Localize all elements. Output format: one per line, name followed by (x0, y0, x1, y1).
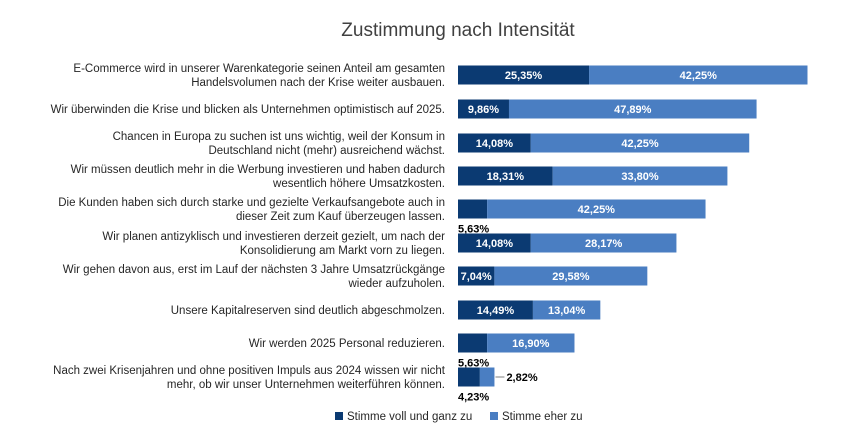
category-label-4-line-2: wesentlich höhere Umsatzkosten. (272, 178, 445, 190)
data-label-series-1-row-4: 18,31% (487, 171, 525, 183)
legend-swatch-2 (490, 412, 498, 420)
bar-series-1-row-8 (458, 300, 533, 320)
data-label-series-1-row-5: 5,63% (458, 224, 489, 236)
bar-series-2-row-9 (487, 333, 575, 353)
bar-series-1-row-10 (458, 367, 480, 387)
data-label-series-1-row-6: 14,08% (476, 238, 514, 250)
data-label-series-2-row-2: 47,89% (614, 104, 652, 116)
legend: Stimme voll und ganz zu Stimme eher zu (335, 411, 583, 423)
bar-series-1-row-1 (458, 65, 590, 85)
data-label-series-1-row-3: 14,08% (476, 138, 514, 150)
bar-series-2-row-3 (530, 133, 750, 153)
data-label-series-1-row-7: 7,04% (461, 271, 492, 283)
bar-series-1-row-5 (458, 199, 488, 219)
bar-series-1-row-2 (458, 99, 509, 119)
category-label-6-line-2: Konsolidierung am Markt vorn zu liegen. (240, 245, 445, 257)
bar-series-2-row-2 (508, 99, 757, 119)
category-label-2-line-1: Wir überwinden die Krise und blicken als… (51, 104, 445, 116)
legend-label-1: Stimme voll und ganz zu (347, 411, 472, 423)
category-labels: E-Commerce wird in unserer Warenkategori… (51, 63, 446, 391)
legend-label-2: Stimme eher zu (502, 411, 583, 423)
category-label-3-line-1: Chancen in Europa zu suchen ist uns wich… (113, 131, 445, 143)
category-label-8-line-1: Unsere Kapitalreserven sind deutlich abg… (171, 305, 445, 317)
data-label-series-1-row-8: 14,49% (477, 305, 515, 317)
category-label-1-line-1: E-Commerce wird in unserer Warenkategori… (73, 63, 445, 75)
data-label-series-2-row-9: 16,90% (512, 338, 550, 350)
bar-series-1-row-7 (458, 266, 495, 286)
category-label-5-line-1: Die Kunden haben sich durch starke und g… (58, 197, 445, 209)
bar-series-1-row-4 (458, 166, 553, 186)
bar-series-1-row-9 (458, 333, 488, 353)
data-label-series-2-row-8: 13,04% (548, 305, 586, 317)
data-label-series-2-row-4: 33,80% (621, 171, 659, 183)
category-label-7-line-2: wieder aufzuholen. (347, 278, 445, 290)
category-label-10-line-2: mehr, ob wir unser Unternehmen weiterfüh… (167, 379, 445, 391)
data-label-series-2-row-3: 42,25% (621, 138, 659, 150)
data-label-series-2-row-6: 28,17% (585, 238, 623, 250)
bar-series-2-row-6 (530, 233, 677, 253)
bar-series-1-row-3 (458, 133, 531, 153)
bar-series-2-row-7 (494, 266, 648, 286)
category-label-5-line-2: dieser Zeit zum Kauf überzeugen lassen. (236, 211, 445, 223)
category-label-10-line-1: Nach zwei Krisenjahren und ohne positive… (53, 365, 446, 377)
legend-swatch-1 (335, 412, 343, 420)
category-label-1-line-2: Handelsvolumen nach der Krise weiter aus… (191, 77, 445, 89)
bar-series-2-row-4 (552, 166, 728, 186)
category-label-6-line-1: Wir planen antizyklisch und investieren … (102, 231, 445, 243)
data-label-series-2-row-10: 2,82% (506, 372, 537, 384)
bar-series-2-row-1 (589, 65, 808, 85)
data-label-series-1-row-10: 4,23% (458, 392, 489, 404)
category-label-3-line-2: Deutschland nicht (mehr) ausreichend wäc… (208, 145, 445, 157)
category-label-4-line-1: Wir müssen deutlich mehr in die Werbung … (71, 164, 445, 176)
data-label-series-2-row-1: 42,25% (680, 70, 718, 82)
bar-series-1-row-6 (458, 233, 531, 253)
data-label-series-1-row-9: 5,63% (458, 358, 489, 370)
data-label-series-2-row-5: 42,25% (578, 204, 616, 216)
bars: 25,35% 42,25% 9,86% 47,89% 14,08% 42,25% 18,31… (458, 65, 808, 404)
bar-series-2-row-10 (479, 367, 495, 387)
chart-title: Zustimmung nach Intensität (341, 20, 575, 41)
category-label-9-line-1: Wir werden 2025 Personal reduzieren. (249, 338, 445, 350)
data-label-series-2-row-7: 29,58% (552, 271, 590, 283)
data-label-series-1-row-1: 25,35% (505, 70, 543, 82)
category-label-7-line-1: Wir gehen davon aus, erst im Lauf der nä… (63, 264, 445, 276)
data-label-series-1-row-2: 9,86% (468, 104, 499, 116)
bar-series-2-row-5 (487, 199, 706, 219)
bar-series-2-row-8 (532, 300, 601, 320)
